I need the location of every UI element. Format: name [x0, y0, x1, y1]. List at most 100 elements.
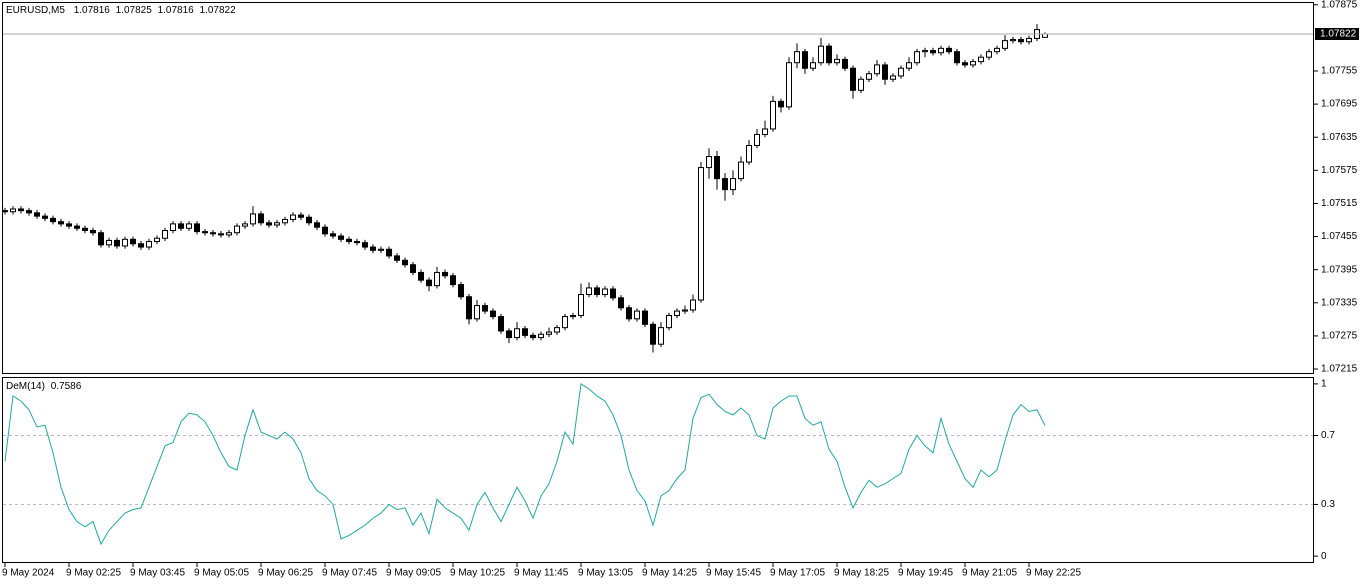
candle-body [994, 47, 1000, 53]
candle-body [914, 51, 920, 64]
candle-body [826, 45, 832, 64]
y-tick-label: 1.07755 [1321, 66, 1358, 77]
candle-body [242, 223, 248, 227]
candle-body [578, 294, 584, 316]
indicator-panel [2, 377, 1314, 563]
chart-header: EURUSD,M5 1.07816 1.07825 1.07816 1.0782… [6, 5, 236, 16]
candle-body [442, 271, 448, 277]
y-tick-label: 0 [1321, 551, 1327, 562]
x-tick-label: 9 May 21:05 [962, 568, 1017, 579]
x-tick-label: 9 May 09:05 [386, 568, 441, 579]
candle-body [402, 259, 408, 266]
y-tick-label: 1.07395 [1321, 264, 1358, 275]
x-tick-label: 9 May 10:25 [450, 568, 505, 579]
x-tick-label: 9 May 11:45 [514, 568, 569, 579]
candle-body [370, 246, 376, 251]
candle-body [754, 133, 760, 147]
candle-body [202, 231, 208, 234]
x-tick-label: 9 May 07:45 [322, 568, 377, 579]
candle-body [514, 328, 520, 339]
candle-body [986, 51, 992, 58]
candle-body [978, 56, 984, 63]
current-price-box [1315, 28, 1359, 41]
candle-body [58, 221, 64, 225]
candle-body [770, 100, 776, 130]
candle-body [98, 232, 104, 246]
candle-body [698, 167, 704, 301]
candle-body [674, 310, 680, 316]
candle-body [458, 284, 464, 298]
candle-body [290, 214, 296, 220]
candle-body [658, 327, 664, 345]
indicator-last: 0.7586 [51, 381, 82, 392]
candle-body [530, 334, 536, 339]
y-tick-label: 0.3 [1321, 499, 1335, 510]
candle-body [2, 210, 8, 213]
candle-body [570, 314, 576, 318]
candle-body [626, 307, 632, 320]
x-tick-label: 9 May 03:45 [130, 568, 185, 579]
candle-body [362, 242, 368, 248]
y-tick-label: 1.07635 [1321, 132, 1358, 143]
y-tick-label: 1.07515 [1321, 198, 1358, 209]
candle-body [666, 314, 672, 329]
x-tick-label: 9 May 06:25 [258, 568, 313, 579]
candle-body [378, 248, 384, 251]
candle-body [434, 271, 440, 287]
candle-body [306, 216, 312, 224]
x-tick-label: 9 May 19:45 [898, 568, 953, 579]
candle-body [498, 316, 504, 332]
candle-body [10, 208, 16, 213]
x-tick-label: 9 May 2024 [2, 568, 55, 579]
candle-body [466, 296, 472, 320]
candle-body [618, 297, 624, 309]
x-tick-label: 9 May 14:25 [642, 568, 697, 579]
candle-body [194, 223, 200, 233]
candle-body [794, 51, 800, 64]
candle-body [394, 255, 400, 261]
candle-body [706, 156, 712, 169]
candle-body [130, 238, 136, 245]
candle-body [746, 145, 752, 163]
candle-body [866, 73, 872, 80]
candle-body [482, 305, 488, 312]
candle-body [226, 232, 232, 236]
candle-body [66, 223, 72, 227]
candle-body [786, 62, 792, 108]
candle-body [730, 178, 736, 191]
candle-body [154, 237, 160, 243]
candle-body [962, 62, 968, 66]
candle-body [882, 64, 888, 80]
candle-body [490, 310, 496, 318]
candle-body [250, 213, 256, 225]
candle-body [954, 51, 960, 64]
candle-body [946, 47, 952, 53]
candle-body [314, 222, 320, 228]
candle-body [274, 222, 280, 226]
candle-body [802, 51, 808, 69]
candle-body [1018, 39, 1024, 43]
candle-body [26, 210, 32, 214]
y-tick-label: 1.07695 [1321, 99, 1358, 110]
x-tick-label: 9 May 15:45 [706, 568, 761, 579]
candle-body [842, 58, 848, 69]
candle-body [554, 327, 560, 333]
current-price-label: 1.07822 [1320, 29, 1357, 40]
candle-body [114, 239, 120, 247]
candle-body [938, 47, 944, 54]
candle-body [210, 232, 216, 235]
candle-body [906, 62, 912, 69]
indicator-name: DeM(14) [6, 381, 45, 392]
candle-body [722, 178, 728, 191]
candle-body [522, 328, 528, 336]
candle-body [426, 279, 432, 287]
x-tick-label: 9 May 17:05 [770, 568, 825, 579]
candle-body [338, 235, 344, 240]
candle-body [18, 208, 24, 212]
candle-body [450, 275, 456, 286]
candle-body [474, 305, 480, 320]
price-panel [2, 2, 1314, 374]
candle-body [330, 233, 336, 237]
candle-body [642, 310, 648, 325]
